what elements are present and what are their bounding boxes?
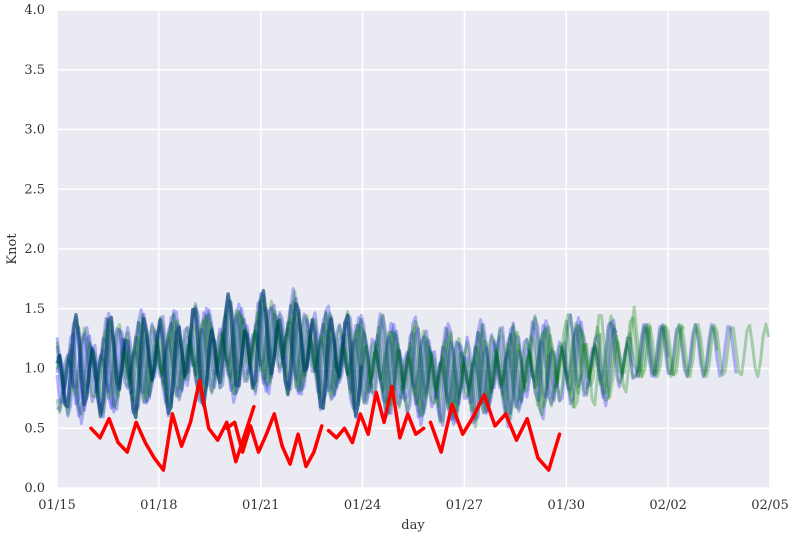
y-tick-label: 1.5 <box>24 302 45 317</box>
ensemble-line <box>55 288 363 420</box>
x-tick-label: 01/18 <box>140 498 177 513</box>
y-tick-label: 2.5 <box>24 182 45 197</box>
x-axis-label: day <box>401 518 425 533</box>
x-tick-label: 01/27 <box>446 498 483 513</box>
x-tick-labels: 01/15 01/18 01/21 01/24 01/27 01/30 02/02 02/05 <box>38 498 788 513</box>
y-tick-label: 3.0 <box>24 123 45 138</box>
x-tick-label: 01/21 <box>242 498 279 513</box>
ensemble-line <box>123 309 771 418</box>
observed-line-segment <box>89 378 256 472</box>
ensemble-line <box>55 304 618 426</box>
observed-series <box>89 378 562 472</box>
x-tick-label: 01/15 <box>38 498 75 513</box>
ensemble-lines <box>55 287 771 429</box>
y-axis-label: Knot <box>5 233 20 265</box>
ensemble-line <box>55 300 685 421</box>
x-tick-label: 01/30 <box>548 498 585 513</box>
ensemble-line <box>55 300 583 428</box>
ensemble-line <box>55 299 719 414</box>
observed-line-segment <box>428 393 562 472</box>
y-tick-label: 2.0 <box>24 242 45 257</box>
y-tick-label: 3.5 <box>24 63 45 78</box>
y-tick-label: 0.0 <box>24 481 45 496</box>
y-tick-labels: 0.0 0.5 1.0 1.5 2.0 2.5 3.0 3.5 4.0 <box>24 3 45 496</box>
observed-line-segment <box>225 412 324 469</box>
y-tick-label: 4.0 <box>24 3 45 18</box>
x-tick-label: 02/02 <box>649 498 686 513</box>
x-tick-label: 02/05 <box>751 498 788 513</box>
y-tick-label: 1.0 <box>24 362 45 377</box>
observed-line-segment <box>326 384 426 445</box>
ensemble-line <box>55 306 738 412</box>
x-tick-label: 01/24 <box>344 498 381 513</box>
ensemble-line <box>55 302 670 421</box>
y-tick-label: 0.5 <box>24 421 45 436</box>
